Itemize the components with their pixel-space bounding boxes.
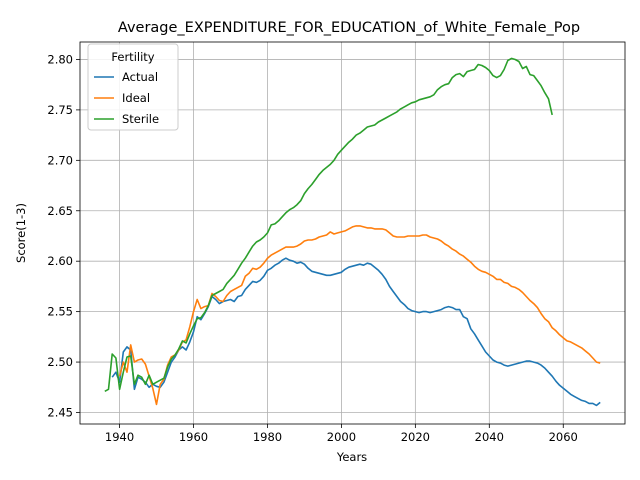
y-tick-label: 2.45: [47, 406, 73, 420]
chart-title: Average_EXPENDITURE_FOR_EDUCATION_of_Whi…: [118, 20, 580, 36]
y-tick-label: 2.50: [47, 355, 73, 369]
legend-title: Fertility: [111, 50, 154, 64]
y-tick-label: 2.80: [47, 52, 73, 66]
legend-label-ideal: Ideal: [122, 91, 150, 105]
x-tick-label: 2000: [327, 430, 356, 444]
legend-label-actual: Actual: [122, 70, 158, 84]
y-tick-label: 2.65: [47, 204, 73, 218]
x-tick-label: 2060: [549, 430, 578, 444]
x-axis-label: Years: [336, 450, 367, 464]
legend-label-sterile: Sterile: [122, 112, 159, 126]
y-axis-label: Score(1-3): [14, 203, 28, 263]
x-tick-label: 1980: [253, 430, 282, 444]
x-tick-label: 2020: [401, 430, 430, 444]
x-tick-label: 2040: [475, 430, 504, 444]
x-tick-label: 1940: [105, 430, 134, 444]
legend: Fertility Actual Ideal Sterile: [88, 44, 178, 130]
x-tick-label: 1960: [179, 430, 208, 444]
y-tick-label: 2.70: [47, 153, 73, 167]
y-tick-label: 2.60: [47, 254, 73, 268]
y-tick-label: 2.55: [47, 305, 73, 319]
y-tick-label: 2.75: [47, 103, 73, 117]
